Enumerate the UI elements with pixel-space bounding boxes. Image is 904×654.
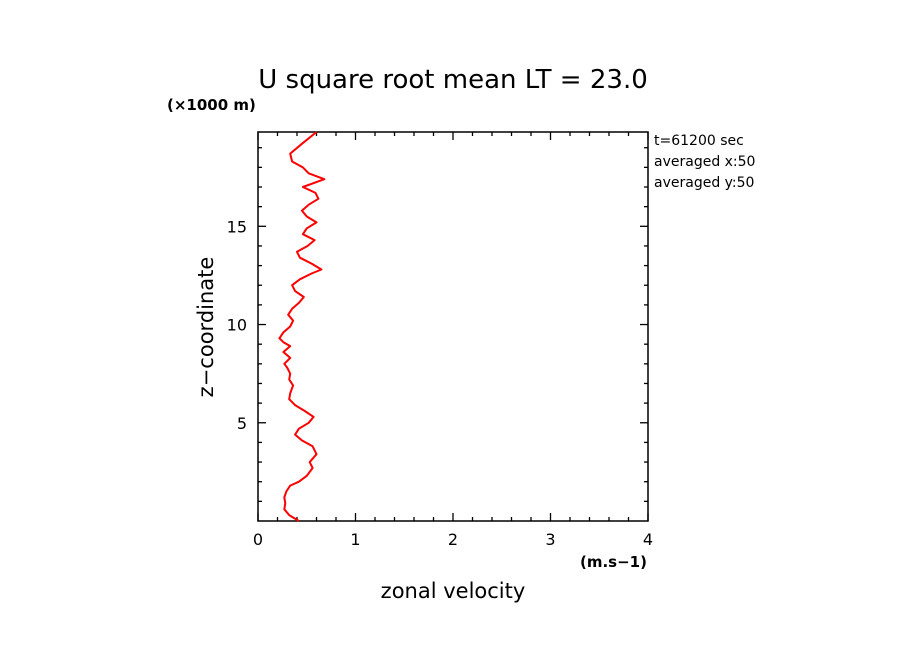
x-axis-label: zonal velocity: [381, 579, 526, 603]
y-tick-label: 15: [227, 217, 247, 236]
y-tick-label: 10: [227, 316, 247, 335]
axis-ticks: [257, 132, 649, 521]
info-line: averaged x:50: [654, 154, 755, 170]
y-tick-label: 5: [237, 414, 247, 433]
x-tick-label: 3: [545, 530, 555, 549]
y-unit-label: (×1000 m): [167, 96, 256, 114]
info-block: t=61200 sec averaged x:50 averaged y:50: [654, 133, 755, 191]
y-tick-labels: 5 10 15: [227, 217, 247, 432]
x-tick-label: 0: [253, 530, 263, 549]
x-tick-label: 4: [643, 530, 653, 549]
y-axis-label: z−coordinate: [194, 257, 218, 398]
series-line: [278, 131, 326, 522]
x-unit-label: (m.s−1): [580, 553, 647, 571]
x-tick-label: 2: [448, 530, 458, 549]
x-tick-labels: 0 1 2 3 4: [253, 530, 653, 549]
chart-title: U square root mean LT = 23.0: [258, 65, 648, 95]
x-tick-label: 1: [350, 530, 360, 549]
plot-frame: [257, 131, 649, 522]
info-line: t=61200 sec: [654, 133, 744, 149]
info-line: averaged y:50: [654, 175, 754, 191]
